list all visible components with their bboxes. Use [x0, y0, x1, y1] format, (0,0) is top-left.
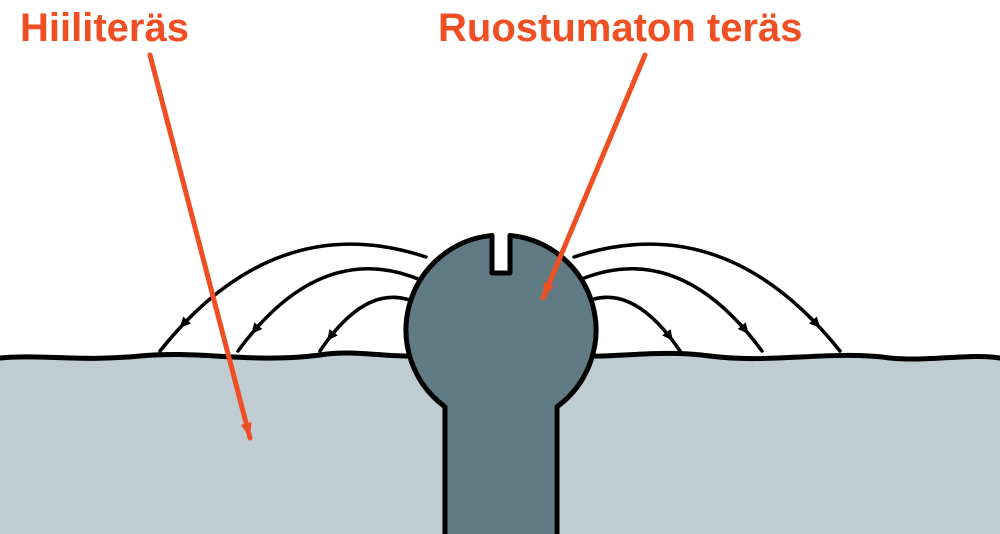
- plate-left: [0, 353, 445, 534]
- plate-right: [557, 353, 1000, 534]
- diagram-svg: [0, 0, 1000, 534]
- label-carbon-steel: Hiiliteräs: [20, 6, 189, 51]
- label-stainless-steel: Ruostumaton teräs: [438, 6, 803, 51]
